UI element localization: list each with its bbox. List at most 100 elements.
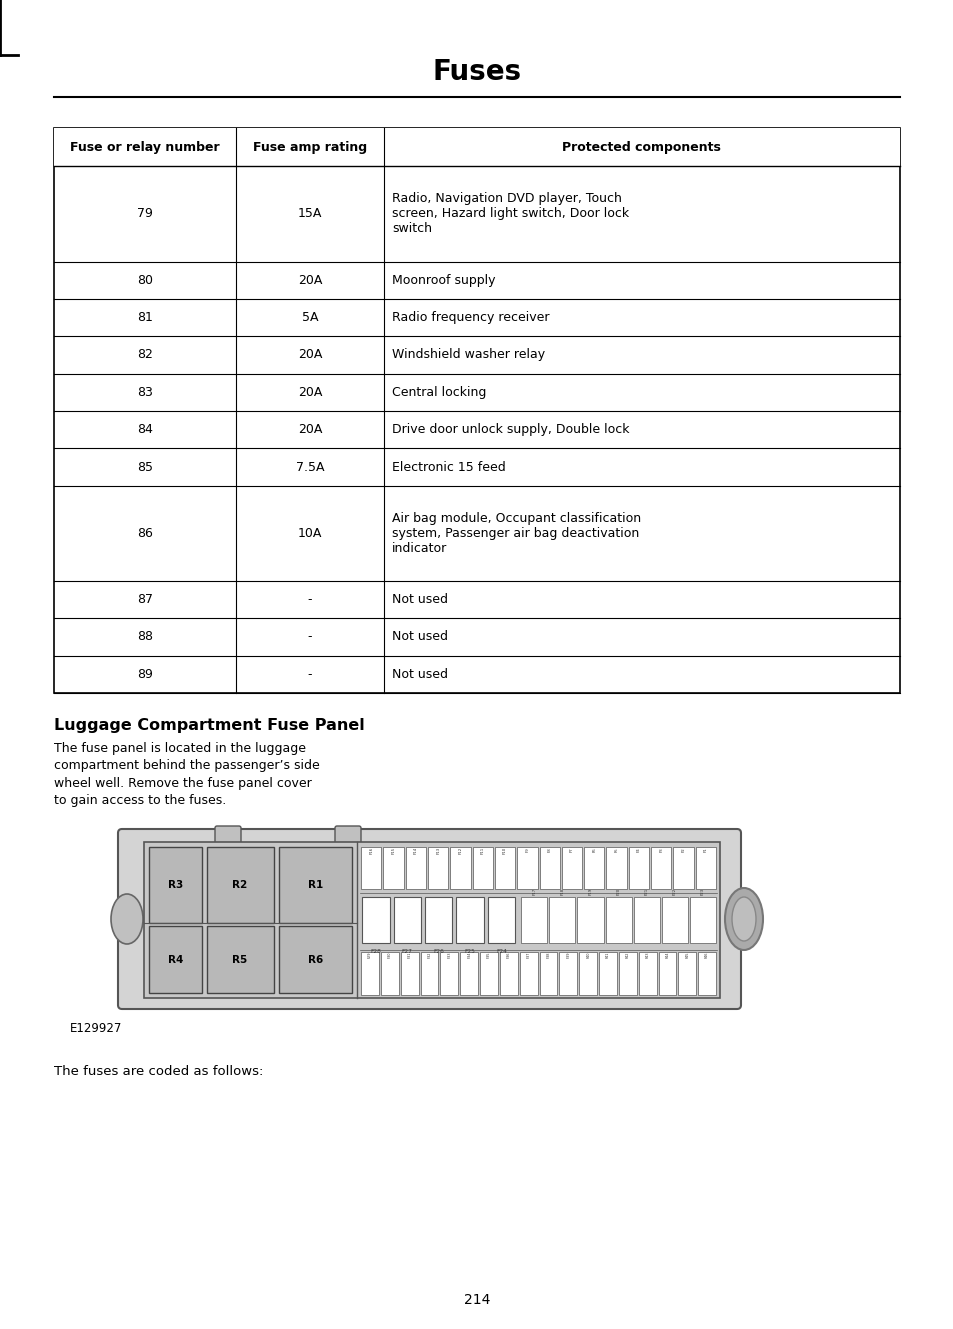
- Bar: [549, 897, 575, 942]
- Bar: [561, 847, 581, 889]
- Text: F40: F40: [585, 952, 590, 958]
- Text: F35: F35: [486, 952, 491, 958]
- Bar: [278, 926, 352, 993]
- Bar: [578, 952, 597, 995]
- Text: 88: 88: [137, 630, 153, 643]
- Bar: [362, 897, 389, 942]
- Text: Central locking: Central locking: [392, 385, 486, 399]
- Text: F17: F17: [532, 888, 536, 896]
- Bar: [207, 926, 274, 993]
- Bar: [628, 847, 648, 889]
- Bar: [689, 897, 716, 942]
- Ellipse shape: [724, 888, 762, 950]
- Text: F39: F39: [566, 952, 570, 958]
- Text: F19: F19: [588, 888, 592, 896]
- Bar: [577, 897, 603, 942]
- Text: F8: F8: [547, 847, 551, 852]
- Bar: [558, 952, 577, 995]
- Text: Protected components: Protected components: [562, 141, 720, 154]
- Text: E129927: E129927: [70, 1022, 122, 1035]
- Text: Moonroof supply: Moonroof supply: [392, 274, 495, 287]
- Text: 10A: 10A: [297, 526, 322, 540]
- Text: F9: F9: [525, 847, 529, 852]
- Bar: [658, 952, 676, 995]
- Text: F29: F29: [368, 952, 372, 958]
- Text: 20A: 20A: [297, 348, 322, 361]
- Text: 83: 83: [137, 385, 153, 399]
- Text: Fuse amp rating: Fuse amp rating: [253, 141, 367, 154]
- Text: Fuse or relay number: Fuse or relay number: [71, 141, 220, 154]
- Bar: [361, 847, 381, 889]
- Bar: [650, 847, 671, 889]
- Text: 214: 214: [463, 1293, 490, 1306]
- Bar: [459, 952, 477, 995]
- Bar: [661, 897, 687, 942]
- Bar: [450, 847, 470, 889]
- Text: 86: 86: [137, 526, 153, 540]
- Ellipse shape: [731, 897, 755, 941]
- FancyBboxPatch shape: [118, 829, 740, 1009]
- Bar: [380, 952, 398, 995]
- Text: 84: 84: [137, 423, 153, 436]
- Text: F31: F31: [407, 952, 412, 958]
- Text: R4: R4: [168, 954, 183, 965]
- Bar: [487, 897, 515, 942]
- Text: F11: F11: [480, 847, 484, 855]
- Text: F43: F43: [645, 952, 649, 958]
- Text: F33: F33: [447, 952, 451, 958]
- Text: F27: F27: [401, 949, 413, 953]
- Bar: [361, 952, 378, 995]
- Bar: [479, 952, 497, 995]
- Text: 15A: 15A: [297, 207, 322, 221]
- Bar: [605, 897, 631, 942]
- Text: F1: F1: [703, 847, 707, 852]
- Text: Drive door unlock supply, Double lock: Drive door unlock supply, Double lock: [392, 423, 629, 436]
- Text: 80: 80: [137, 274, 153, 287]
- Text: F46: F46: [704, 952, 708, 958]
- Text: 89: 89: [137, 668, 153, 680]
- Text: -: -: [308, 668, 312, 680]
- Text: F4: F4: [637, 847, 640, 852]
- Bar: [54, 128, 899, 692]
- Text: Windshield washer relay: Windshield washer relay: [392, 348, 544, 361]
- Text: F23: F23: [700, 888, 704, 896]
- Text: F38: F38: [546, 952, 550, 958]
- Ellipse shape: [111, 894, 143, 944]
- Text: The fuse panel is located in the luggage
compartment behind the passenger’s side: The fuse panel is located in the luggage…: [54, 742, 320, 808]
- Text: F2: F2: [680, 847, 685, 852]
- Text: F14: F14: [414, 847, 417, 855]
- Text: F12: F12: [458, 847, 462, 855]
- Text: Radio frequency receiver: Radio frequency receiver: [392, 311, 549, 324]
- Text: 81: 81: [137, 311, 153, 324]
- Text: 79: 79: [137, 207, 153, 221]
- Text: F22: F22: [672, 888, 676, 896]
- Bar: [583, 847, 604, 889]
- Bar: [144, 843, 720, 998]
- Bar: [606, 847, 626, 889]
- Text: F37: F37: [526, 952, 530, 958]
- Text: F7: F7: [570, 847, 574, 852]
- Text: 82: 82: [137, 348, 153, 361]
- Bar: [695, 847, 716, 889]
- Text: 20A: 20A: [297, 274, 322, 287]
- Text: 5A: 5A: [301, 311, 318, 324]
- Text: F3: F3: [659, 847, 662, 852]
- Text: Electronic 15 feed: Electronic 15 feed: [392, 461, 505, 473]
- Bar: [539, 847, 559, 889]
- Text: R5: R5: [233, 954, 248, 965]
- Text: F24: F24: [496, 949, 506, 953]
- Text: Luggage Compartment Fuse Panel: Luggage Compartment Fuse Panel: [54, 718, 365, 734]
- FancyBboxPatch shape: [214, 827, 241, 847]
- Bar: [149, 847, 201, 924]
- Text: F20: F20: [616, 888, 619, 896]
- Text: R3: R3: [168, 880, 183, 890]
- Bar: [424, 897, 452, 942]
- Text: F13: F13: [436, 847, 439, 855]
- Text: 87: 87: [137, 593, 153, 606]
- Text: F25: F25: [464, 949, 475, 953]
- Bar: [495, 847, 515, 889]
- Text: 20A: 20A: [297, 385, 322, 399]
- Text: F34: F34: [467, 952, 471, 958]
- Text: F18: F18: [559, 888, 564, 896]
- Bar: [638, 952, 656, 995]
